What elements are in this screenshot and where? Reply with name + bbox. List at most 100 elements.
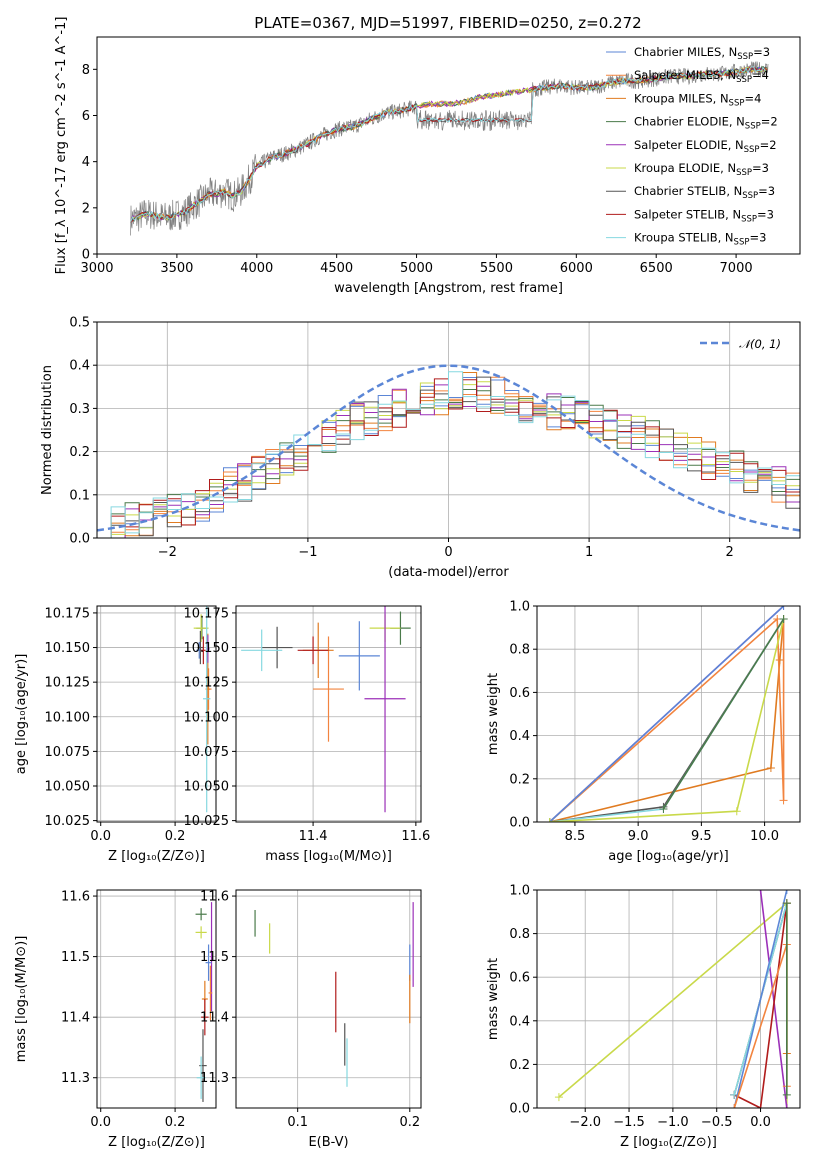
y-tick-label: 11.5	[200, 950, 229, 965]
legend-value: =2	[761, 115, 778, 129]
weight-marker	[554, 1093, 563, 1102]
y-tick-label: 11.3	[61, 1071, 90, 1086]
y-tick-label: 10.125	[184, 676, 230, 691]
weight-marker	[779, 614, 788, 623]
weight-line-5	[733, 890, 788, 1108]
y-tick-label: 10.050	[45, 780, 91, 795]
x-tick-label: 11.6	[401, 829, 430, 844]
x-tick-label: −2	[158, 545, 177, 560]
y-tick-label: 1.0	[509, 600, 530, 615]
weight-marker	[732, 807, 741, 816]
legend-label: Chabrier ELODIE, NSSP=2	[634, 115, 778, 132]
y-tick-label: 0.3	[69, 402, 90, 417]
y-tick-label: 10.125	[45, 676, 91, 691]
y-tick-label: 8	[82, 63, 90, 78]
plot-area	[97, 606, 216, 822]
x-tick-label: 0.0	[90, 1115, 111, 1130]
y-tick-label: 1.0	[509, 884, 530, 899]
y-axis-label: mass [log₁₀(M/M⊙)]	[14, 936, 29, 1063]
legend-value: =4	[744, 91, 761, 105]
y-tick-label: 10.025	[45, 814, 91, 829]
legend-label: Salpeter STELIB, NSSP=3	[634, 207, 774, 224]
legend-subscript: SSP	[742, 191, 758, 201]
y-tick-label: 10.150	[184, 641, 230, 656]
panel-age-vs-mass: 11.4 11.6 10.025 10.050 10.075 10.100 10.125 10…	[184, 605, 430, 864]
y-tick-label: 10.100	[45, 710, 91, 725]
axes-frame	[536, 889, 801, 1109]
y-tick-label: 0.6	[509, 971, 530, 986]
y-tick-label: 0.8	[509, 643, 530, 658]
legend-value: =2	[760, 138, 777, 152]
x-axis-label: Z [log₁₀(Z/Z⊙)]	[620, 1135, 717, 1150]
legend-label: Chabrier STELIB, NSSP=3	[634, 184, 775, 201]
y-tick-label: 11.5	[61, 950, 90, 965]
x-tick-label: −0.5	[701, 1115, 733, 1130]
y-axis-label: Normed distribution	[40, 365, 55, 495]
y-tick-label: 10.050	[184, 780, 230, 795]
legend-subscript: SSP	[736, 75, 752, 85]
y-tick-label: 6	[82, 109, 90, 124]
x-tick-label: 6500	[640, 261, 673, 276]
panel-residuals: −2 −1 0 1 2 0.0 0.1 0.2 0.3 0.4 0.5 (data-model)/er…	[40, 316, 801, 580]
x-tick-label: 5500	[480, 261, 513, 276]
x-tick-label: 9.0	[628, 829, 649, 844]
axes-frame	[96, 605, 217, 823]
normal-curve	[97, 364, 800, 532]
legend-label: Kroupa STELIB, NSSP=3	[634, 231, 766, 248]
histogram-8	[97, 371, 800, 538]
x-tick-label: 0.1	[287, 1115, 308, 1130]
y-axis-label: age [log₁₀(age/yr)]	[14, 654, 29, 775]
legend-value: =3	[749, 231, 766, 245]
x-tick-label: −1	[298, 545, 317, 560]
y-tick-label: 11.3	[200, 1071, 229, 1086]
x-tick-label: −1.5	[613, 1115, 645, 1130]
legend-value: =3	[757, 207, 774, 221]
x-tick-label: 4000	[240, 261, 273, 276]
x-tick-label: −2.0	[569, 1115, 601, 1130]
y-tick-label: 11.4	[200, 1011, 229, 1026]
x-tick-label: 2	[726, 545, 734, 560]
y-axis-label: mass weight	[486, 958, 501, 1040]
x-tick-label: 10.0	[750, 829, 779, 844]
x-tick-label: 0.2	[165, 1115, 186, 1130]
legend-label: Chabrier MILES, NSSP=3	[634, 45, 770, 62]
legend-value: =4	[752, 68, 769, 82]
x-axis-label: (data-model)/error	[388, 565, 509, 580]
axes-frame	[96, 889, 217, 1109]
weight-line-3	[549, 606, 785, 822]
x-tick-label: 1	[585, 545, 593, 560]
y-tick-label: 10.075	[45, 745, 91, 760]
panel-mass-vs-Z: 0.0 0.2 11.3 11.4 11.5 11.6 Z [log₁₀(Z/Z⊙)] mas…	[14, 889, 217, 1150]
weight-marker	[545, 818, 554, 822]
weight-line-2	[549, 617, 785, 822]
panel-mass-vs-EBV: 0.1 0.2 11.3 11.4 11.5 11.6 E(B-V)	[200, 889, 422, 1150]
model-line-5	[130, 66, 768, 223]
weight-line-1	[549, 618, 785, 822]
x-axis-label: age [log₁₀(age/yr)]	[608, 849, 729, 864]
plot-area	[97, 322, 800, 538]
weight-marker	[782, 1090, 791, 1099]
weight-marker	[782, 890, 791, 894]
legend-subscript: SSP	[741, 214, 757, 224]
weight-marker	[730, 1104, 739, 1108]
y-tick-label: 0.2	[509, 772, 530, 787]
plot-area	[97, 890, 216, 1108]
y-tick-label: 0	[82, 248, 90, 263]
y-tick-label: 2	[82, 201, 90, 216]
y-tick-label: 10.175	[45, 606, 91, 621]
weight-marker	[782, 1104, 791, 1108]
legend-label: Salpeter MILES, NSSP=4	[634, 68, 769, 85]
x-axis-label: mass [log₁₀(M/M⊙)]	[265, 849, 392, 864]
legend-value: =3	[758, 184, 775, 198]
x-axis-label: Z [log₁₀(Z/Z⊙)]	[108, 1135, 205, 1150]
legend-subscript: SSP	[745, 122, 761, 132]
legend-subscript: SSP	[736, 168, 752, 178]
weight-marker	[756, 890, 765, 894]
legend-subscript: SSP	[744, 145, 760, 155]
weight-marker	[775, 656, 784, 664]
plot-area	[236, 606, 421, 822]
y-tick-label: 0.4	[69, 359, 90, 374]
y-tick-label: 0.0	[509, 1102, 530, 1117]
x-tick-label: 7000	[720, 261, 753, 276]
